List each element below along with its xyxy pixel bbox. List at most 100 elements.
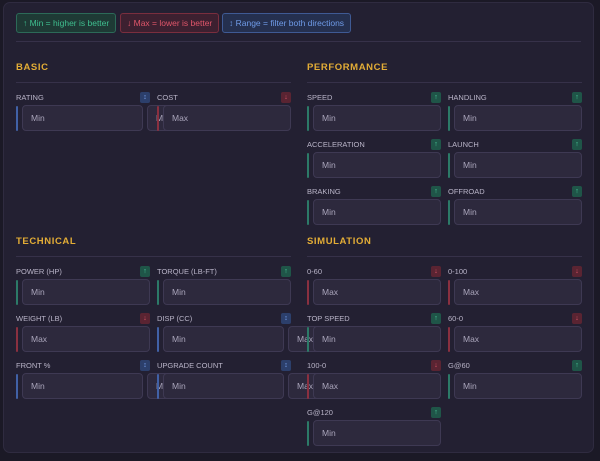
rating-min-input[interactable] — [22, 105, 143, 131]
direction-indicator — [307, 327, 309, 352]
field-100-0: 100-0 ↓ — [307, 357, 441, 404]
field-label: G@120 — [307, 408, 333, 417]
field-front: FRONT % ↕ — [16, 357, 268, 404]
launch-min-input[interactable] — [454, 152, 582, 178]
section-simulation: SIMULATION 0-60 ↓ 0-100 ↓ TOP SPEED ↑ 60… — [307, 236, 582, 451]
speed-min-input[interactable] — [313, 105, 441, 131]
braking-min-input[interactable] — [313, 199, 441, 225]
direction-indicator — [16, 327, 18, 352]
arrow-up-icon: ↑ — [431, 407, 441, 418]
section-technical: TECHNICAL POWER (HP) ↑ TORQUE (LB-FT) ↑ … — [16, 236, 409, 404]
divider — [16, 41, 581, 42]
direction-indicator — [307, 200, 309, 225]
disp-cc-min-input[interactable] — [163, 326, 284, 352]
field-label: POWER (HP) — [16, 267, 62, 276]
direction-indicator — [307, 106, 309, 131]
section-title: PERFORMANCE — [307, 62, 389, 73]
direction-indicator — [448, 106, 450, 131]
section-basic: BASIC RATING ↕ COST ↓ — [16, 62, 291, 136]
field-0-60: 0-60 ↓ — [307, 263, 441, 310]
arrow-up-down-icon: ↕ — [281, 360, 291, 371]
g-60-min-input[interactable] — [454, 373, 582, 399]
field-braking: BRAKING ↑ — [307, 183, 441, 230]
arrow-up-icon: ↑ — [572, 139, 582, 150]
arrow-up-down-icon: ↕ — [140, 92, 150, 103]
direction-indicator — [307, 421, 309, 446]
field-label: UPGRADE COUNT — [157, 361, 223, 370]
field-label: HANDLING — [448, 93, 487, 102]
section-title: BASIC — [16, 62, 49, 73]
0-100-max-input[interactable] — [454, 279, 582, 305]
direction-indicator — [157, 327, 159, 352]
field-label: TOP SPEED — [307, 314, 350, 323]
section-title: TECHNICAL — [16, 236, 77, 247]
direction-indicator — [448, 280, 450, 305]
handling-min-input[interactable] — [454, 105, 582, 131]
field-speed: SPEED ↑ — [307, 89, 441, 136]
arrow-up-down-icon: ↕ — [140, 360, 150, 371]
arrow-up-icon: ↑ — [572, 360, 582, 371]
arrow-up-icon: ↑ — [140, 266, 150, 277]
field-launch: LAUNCH ↑ — [448, 136, 582, 183]
section-divider — [16, 82, 291, 83]
field-label: DISP (CC) — [157, 314, 193, 323]
top-speed-min-input[interactable] — [313, 326, 441, 352]
arrow-up-icon: ↑ — [431, 139, 441, 150]
legend-range: ↕ Range = filter both directions — [222, 13, 352, 33]
legend-min: ↑ Min = higher is better — [16, 13, 117, 33]
field-acceleration: ACCELERATION ↑ — [307, 136, 441, 183]
field-label: LAUNCH — [448, 140, 479, 149]
direction-indicator — [16, 374, 18, 399]
field-label: SPEED — [307, 93, 333, 102]
field-label: BRAKING — [307, 187, 341, 196]
upgrade-count-min-input[interactable] — [163, 373, 284, 399]
arrow-down-icon: ↓ — [572, 313, 582, 324]
section-divider — [307, 82, 582, 83]
acceleration-min-input[interactable] — [313, 152, 441, 178]
field-label: 0-60 — [307, 267, 323, 276]
field-offroad: OFFROAD ↑ — [448, 183, 582, 230]
field-power-hp: POWER (HP) ↑ — [16, 263, 150, 310]
arrow-down-icon: ↓ — [431, 360, 441, 371]
arrow-up-down-icon: ↕ — [281, 313, 291, 324]
arrow-down-icon: ↓ — [281, 92, 291, 103]
cost-max-input[interactable] — [163, 105, 291, 131]
field-label: FRONT % — [16, 361, 51, 370]
arrow-down-icon: ↓ — [140, 313, 150, 324]
arrow-up-icon: ↑ — [572, 92, 582, 103]
offroad-min-input[interactable] — [454, 199, 582, 225]
field-0-100: 0-100 ↓ — [448, 263, 582, 310]
field-label: 0-100 — [448, 267, 468, 276]
field-label: WEIGHT (LB) — [16, 314, 63, 323]
direction-indicator — [157, 374, 159, 399]
direction-indicator — [448, 327, 450, 352]
power-hp-min-input[interactable] — [22, 279, 150, 305]
field-label: 60-0 — [448, 314, 464, 323]
weight-lb-max-input[interactable] — [22, 326, 150, 352]
arrow-up-icon: ↑ — [431, 313, 441, 324]
direction-indicator — [157, 106, 159, 131]
g-120-min-input[interactable] — [313, 420, 441, 446]
field-label: G@60 — [448, 361, 470, 370]
section-divider — [307, 256, 582, 257]
direction-indicator — [448, 153, 450, 178]
section-title: SIMULATION — [307, 236, 372, 247]
section-divider — [16, 256, 291, 257]
field-disp-cc: DISP (CC) ↕ — [157, 310, 409, 357]
direction-indicator — [16, 280, 18, 305]
front-min-input[interactable] — [22, 373, 143, 399]
0-60-max-input[interactable] — [313, 279, 441, 305]
100-0-max-input[interactable] — [313, 373, 441, 399]
arrow-up-icon: ↑ — [572, 186, 582, 197]
torque-lb-ft-min-input[interactable] — [163, 279, 291, 305]
direction-indicator — [307, 280, 309, 305]
arrow-down-icon: ↓ — [572, 266, 582, 277]
field-label: TORQUE (LB-FT) — [157, 267, 217, 276]
direction-indicator — [157, 280, 159, 305]
legend-max: ↓ Max = lower is better — [120, 13, 220, 33]
arrow-down-icon: ↓ — [431, 266, 441, 277]
arrow-up-icon: ↑ — [281, 266, 291, 277]
60-0-max-input[interactable] — [454, 326, 582, 352]
field-torque-lb-ft: TORQUE (LB-FT) ↑ — [157, 263, 291, 310]
direction-indicator — [448, 374, 450, 399]
